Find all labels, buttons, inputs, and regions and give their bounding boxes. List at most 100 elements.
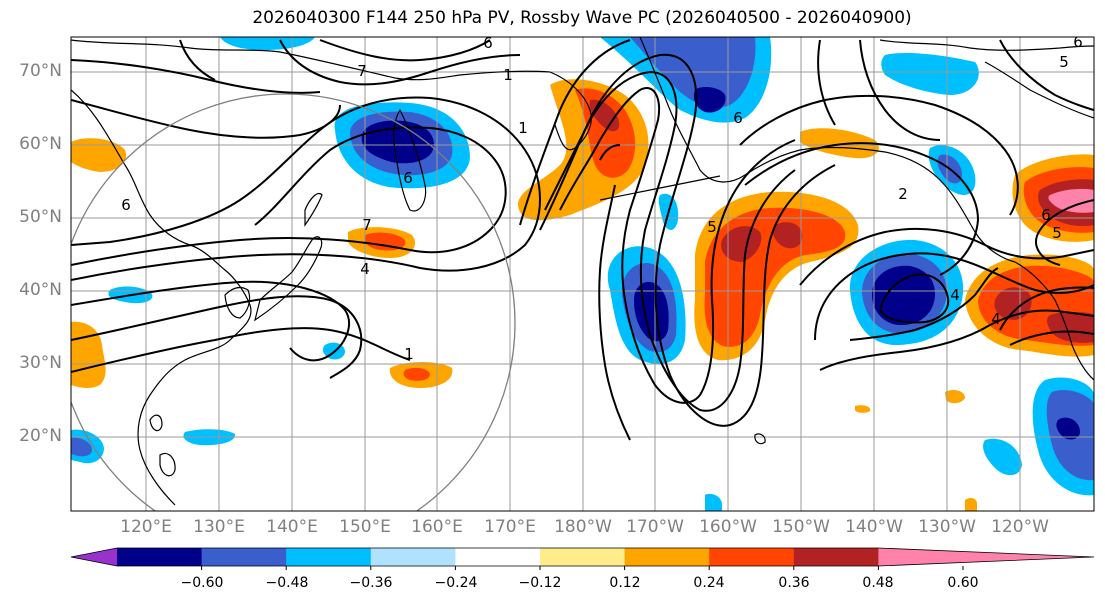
coastline-okhotsk — [279, 51, 551, 81]
contour-line — [319, 39, 491, 62]
contour-line — [598, 184, 631, 441]
contour-label: 6 — [483, 34, 493, 52]
contour-line — [1035, 199, 1094, 266]
coastline-aleutians — [599, 175, 721, 201]
contour-labels: 6 7 6 1 6 7 4 1 1 6 5 4 2 6 4 5 6 5 — [121, 33, 1083, 363]
contour-line — [71, 59, 321, 94]
lon-label: 160°E — [411, 517, 463, 537]
anomaly-blob — [403, 367, 430, 381]
anomaly-blob — [945, 390, 965, 404]
colorbar-tick-label: −0.12 — [518, 575, 562, 591]
lon-label: 140°E — [266, 517, 318, 537]
contour-line — [71, 99, 341, 139]
map-plot-area: 6 7 6 1 6 7 4 1 1 6 5 4 2 6 4 5 6 5 — [71, 33, 1094, 511]
anomaly-blob — [1047, 311, 1094, 343]
contour-label: 2 — [898, 185, 908, 203]
contour-label: 5 — [1059, 53, 1069, 71]
contour-label: 6 — [1073, 33, 1083, 51]
lat-label: 50°N — [19, 207, 62, 227]
anomaly-blob — [800, 128, 879, 159]
contour-label: 7 — [362, 216, 372, 234]
contour-label: 6 — [121, 196, 131, 214]
contour-line — [519, 39, 631, 226]
anomaly-blob — [994, 287, 1032, 320]
lon-label: 170°E — [484, 517, 536, 537]
contour-line — [878, 273, 950, 324]
lon-label: 120°W — [991, 517, 1049, 537]
contour-label: 4 — [360, 260, 370, 278]
anomaly-blob — [705, 493, 722, 511]
contour-label: 4 — [991, 310, 1001, 328]
contour-label: 1 — [404, 345, 414, 363]
contour-line — [739, 94, 1019, 216]
contour-line — [71, 280, 350, 362]
anomaly-blob — [965, 497, 978, 511]
contour-label: 5 — [707, 218, 717, 236]
coastline-kamchatka — [393, 108, 427, 212]
colorbar-tick-label: −0.24 — [434, 575, 478, 591]
colorbar-swatch — [117, 548, 203, 566]
contour-line — [999, 286, 1094, 331]
lat-label: 70°N — [19, 61, 62, 81]
contour-line — [849, 267, 999, 341]
colorbar-swatch — [624, 548, 710, 566]
anomaly-blob — [881, 52, 979, 95]
anomaly-blob — [220, 37, 315, 50]
graticule — [71, 37, 1094, 511]
colorbar-tick-label: −0.60 — [180, 575, 224, 591]
colorbar-tick-label: 0.36 — [778, 575, 810, 591]
anomaly-blob — [693, 87, 726, 113]
coastline-philippines — [159, 452, 176, 477]
contour-line — [744, 142, 980, 276]
contour-line — [71, 295, 363, 379]
colorbar — [70, 547, 1095, 570]
colorbar-tick-label: −0.48 — [265, 575, 309, 591]
lon-label: 170°W — [626, 517, 684, 537]
lon-label: 120°E — [120, 517, 172, 537]
colorbar-swatch — [793, 548, 879, 566]
colorbar-tick-label: 0.60 — [947, 575, 979, 591]
contour-line — [71, 327, 411, 373]
colorbar-extend-high — [878, 548, 1094, 566]
contour-line — [999, 39, 1094, 111]
contour-label: 1 — [518, 119, 528, 137]
colorbar-swatch — [540, 548, 626, 566]
colorbar-tick-label: 0.24 — [693, 575, 725, 591]
contour-label: 6 — [403, 169, 413, 187]
colorbar-tick-label: 0.48 — [862, 575, 894, 591]
range-circle — [71, 93, 516, 511]
contour-line — [599, 144, 621, 161]
lon-label: 160°W — [699, 517, 757, 537]
lon-label: 130°E — [193, 517, 245, 537]
contour-line — [559, 87, 796, 404]
contour-line — [279, 39, 521, 86]
coastline-asia — [71, 39, 281, 506]
map-title: 2026040300 F144 250 hPa PV, Rossby Wave … — [252, 8, 912, 28]
colorbar-swatch — [709, 548, 795, 566]
contour-line — [799, 227, 1094, 286]
contour-label: 6 — [1041, 206, 1051, 224]
lon-label: 140°W — [845, 517, 903, 537]
anomaly-blob — [983, 438, 1022, 476]
contour-line — [71, 126, 507, 266]
contour-line — [859, 39, 941, 141]
lat-label: 60°N — [19, 134, 62, 154]
coastline-taiwan — [149, 414, 163, 432]
lat-label: 20°N — [19, 426, 62, 446]
lon-label: 150°E — [339, 517, 391, 537]
lon-label: 130°W — [918, 517, 976, 537]
contour-line — [539, 53, 836, 427]
colorbar-tick-label: 0.12 — [609, 575, 641, 591]
anomaly-blob — [71, 138, 127, 172]
contour-line — [1009, 330, 1094, 346]
coastline-hawaii — [754, 433, 766, 445]
contour-line — [817, 39, 836, 126]
contour-line — [544, 70, 796, 412]
pv-contours — [71, 39, 1094, 441]
colorbar-extend-low — [71, 548, 117, 566]
coastline-japan — [254, 192, 323, 322]
lon-label: 150°W — [772, 517, 830, 537]
coastline-chukotka — [549, 71, 592, 151]
anomaly-blob — [721, 226, 762, 262]
